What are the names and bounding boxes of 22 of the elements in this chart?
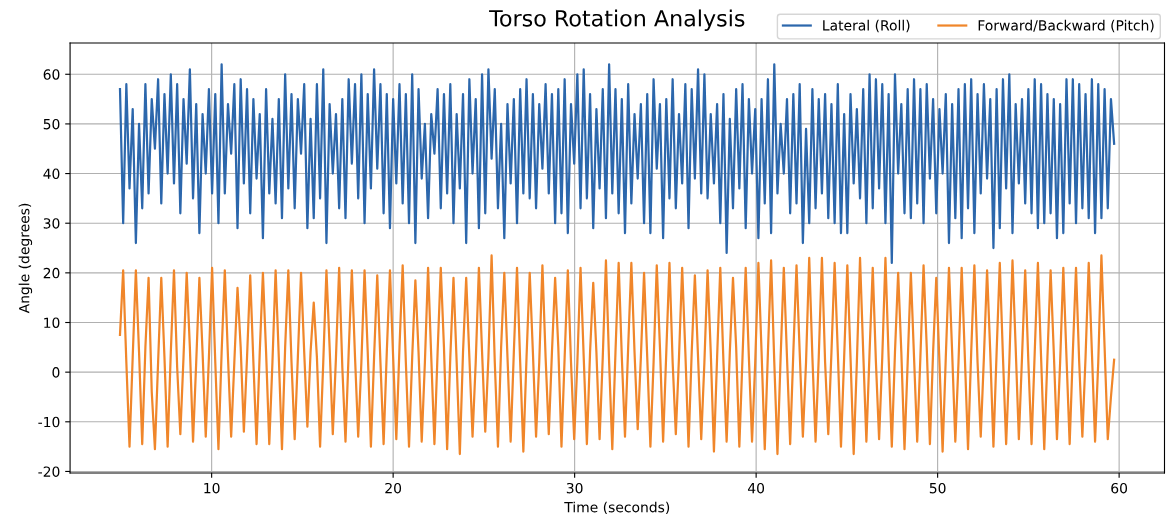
- line-series: [118, 254, 1116, 456]
- chart-title: Torso Rotation Analysis: [489, 9, 745, 31]
- x-axis-title: Time (seconds): [564, 501, 670, 515]
- y-tick-label: 0: [52, 367, 60, 378]
- y-tick-label: 10: [44, 317, 60, 328]
- x-tick-label: 60: [1111, 482, 1128, 494]
- y-axis-title: Angle (degrees): [18, 203, 33, 314]
- y-tick-label: 30: [43, 218, 60, 229]
- x-tick-label: 20: [385, 482, 402, 494]
- y-tick-label: -10: [38, 416, 60, 428]
- y-tick-label: -20: [38, 466, 60, 477]
- x-tick-label: 40: [747, 482, 765, 494]
- line-series: [118, 63, 1116, 265]
- y-tick-label: 20: [43, 267, 60, 279]
- x-tick-label: 10: [204, 482, 220, 494]
- y-tick-label: 60: [43, 69, 60, 80]
- legend-label: Lateral (Roll): [823, 19, 910, 33]
- y-tick-label: 50: [43, 118, 60, 130]
- legend-label: Forward/Backward (Pitch): [978, 19, 1154, 33]
- y-tick-label: 40: [43, 168, 60, 180]
- x-tick-label: 30: [566, 482, 583, 494]
- x-tick-label: 50: [929, 482, 946, 494]
